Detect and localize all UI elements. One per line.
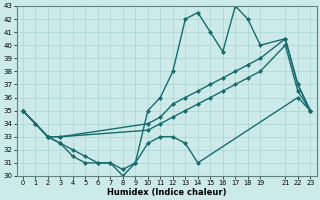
X-axis label: Humidex (Indice chaleur): Humidex (Indice chaleur) xyxy=(107,188,226,197)
